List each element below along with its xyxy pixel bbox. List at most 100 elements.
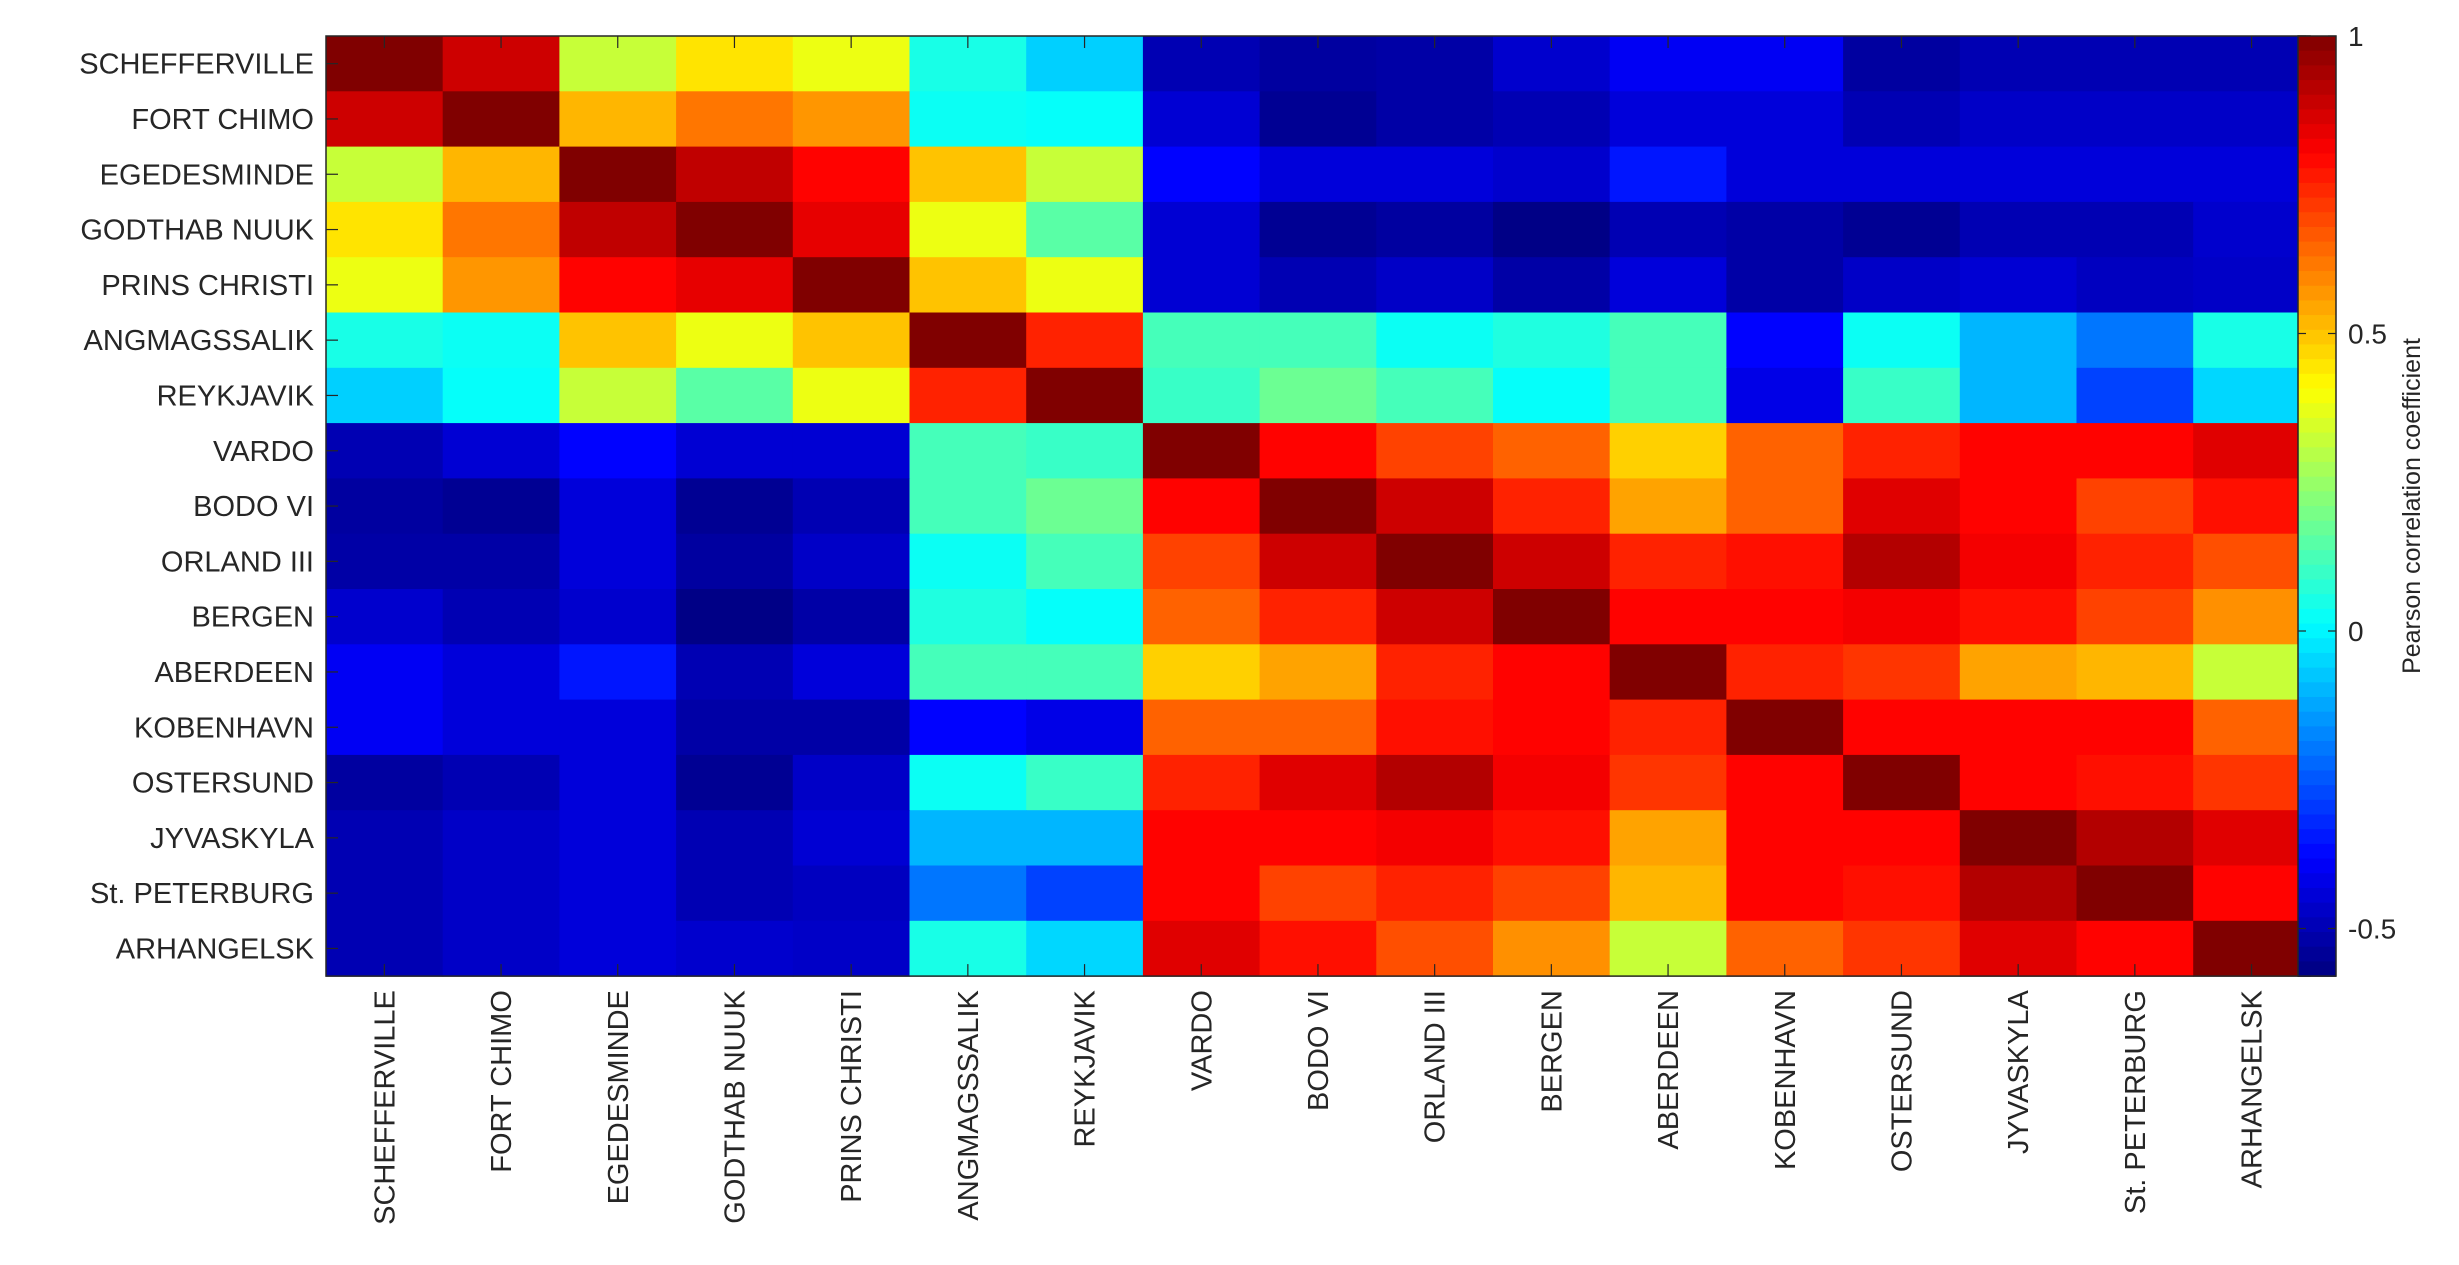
heatmap-cell — [1726, 201, 1844, 258]
colorbar-segment — [2298, 535, 2336, 551]
colorbar-segment — [2298, 315, 2336, 331]
colorbar-segment — [2298, 403, 2336, 419]
y-tick-labels: SCHEFFERVILLE FORT CHIMO EGEDESMINDE GODTHA… — [79, 49, 2310, 965]
y-tick-label: BODO VI — [193, 491, 314, 523]
heatmap-cell — [1843, 146, 1961, 203]
heatmap-cell — [2193, 367, 2311, 424]
heatmap-cell — [1026, 312, 1144, 369]
heatmap-cell — [792, 201, 911, 258]
heatmap-cell — [1959, 201, 2078, 258]
heatmap-cell — [1843, 91, 1961, 148]
heatmap-cell — [1259, 533, 1377, 590]
x-tick-label: ANGMAGSSALIK — [953, 989, 985, 1220]
heatmap-cell — [792, 312, 911, 369]
heatmap-cell — [1026, 91, 1144, 148]
heatmap-cell — [2076, 312, 2194, 369]
heatmap-cell — [1609, 91, 1727, 148]
heatmap-cell — [1142, 589, 1261, 645]
colorbar-segment — [2298, 682, 2336, 698]
y-tick-label: ANGMAGSSALIK — [84, 325, 315, 357]
x-tick-label: SCHEFFERVILLE — [369, 990, 401, 1225]
heatmap-cell — [909, 589, 1027, 645]
heatmap-cell — [559, 146, 677, 203]
heatmap-cell — [1142, 367, 1261, 424]
heatmap-cell — [1376, 865, 1494, 922]
heatmap-cell — [1609, 589, 1727, 645]
colorbar-segment — [2298, 932, 2336, 948]
colorbar-segment — [2298, 887, 2336, 904]
heatmap-cell — [1959, 589, 2078, 645]
heatmap-cell — [442, 146, 560, 203]
heatmap-cell — [1142, 257, 1261, 314]
x-tick-label: GODTHAB NUUK — [720, 989, 752, 1223]
heatmap-cell — [1843, 533, 1961, 590]
heatmap-cell — [676, 589, 794, 645]
heatmap-cell — [1843, 478, 1961, 535]
heatmap-cell — [2076, 754, 2194, 811]
heatmap-cell — [1259, 201, 1377, 258]
heatmap-cell — [1726, 644, 1844, 701]
heatmap-cell — [1259, 589, 1377, 645]
heatmap-cell — [326, 201, 444, 258]
heatmap-cell — [1026, 865, 1144, 922]
x-tick-label: EGEDESMINDE — [603, 990, 635, 1204]
heatmap-cell — [676, 367, 794, 424]
heatmap-cell — [2193, 644, 2311, 701]
colorbar-segment — [2298, 755, 2336, 772]
heatmap-cell — [792, 257, 911, 314]
heatmap-cell — [1142, 533, 1261, 590]
colorbar-segment — [2298, 80, 2336, 96]
colorbar-segment — [2298, 711, 2336, 728]
heatmap-cell — [1376, 754, 1494, 811]
heatmap-cell — [1493, 201, 1611, 258]
heatmap-cell — [676, 423, 794, 479]
colorbar-segment — [2298, 285, 2336, 302]
heatmap-cell — [792, 754, 911, 811]
colorbar-segment — [2298, 476, 2336, 493]
heatmap-cell — [1609, 257, 1727, 314]
heatmap-cell — [1493, 644, 1611, 701]
y-tick-label: REYKJAVIK — [157, 380, 315, 412]
heatmap-cell — [1493, 589, 1611, 645]
x-tick-label: VARDO — [1186, 990, 1218, 1091]
heatmap-cell — [2193, 478, 2311, 535]
heatmap-cell — [2076, 865, 2194, 922]
heatmap-cell — [1259, 91, 1377, 148]
heatmap-cell — [792, 478, 911, 535]
x-tick-label: ABERDEEN — [1653, 990, 1685, 1150]
heatmap-cell — [1259, 312, 1377, 369]
colorbar-segment — [2298, 873, 2336, 889]
y-tick-label: EGEDESMINDE — [100, 159, 314, 191]
heatmap-cell — [1376, 478, 1494, 535]
heatmap-cell — [559, 312, 677, 369]
heatmap-cell — [442, 257, 560, 314]
heatmap-cell — [559, 644, 677, 701]
colorbar-segment — [2298, 432, 2336, 449]
heatmap-cell — [676, 699, 794, 756]
heatmap-cell — [1142, 644, 1261, 701]
heatmap-cell — [1026, 644, 1144, 701]
heatmap-cell — [1726, 91, 1844, 148]
heatmap-cell — [1493, 312, 1611, 369]
heatmap-cell — [1142, 91, 1261, 148]
heatmap-cell — [559, 478, 677, 535]
heatmap-cell — [1026, 423, 1144, 479]
heatmap-cell — [2076, 201, 2194, 258]
heatmap-cell — [1843, 810, 1961, 867]
colorbar-segment — [2298, 638, 2336, 654]
y-tick-label: OSTERSUND — [132, 768, 314, 800]
colorbar-segment — [2298, 36, 2336, 52]
heatmap-cell — [442, 810, 560, 867]
heatmap-cell — [1959, 91, 2078, 148]
heatmap-cell — [1959, 257, 2078, 314]
heatmap-cell — [1843, 589, 1961, 645]
heatmap-cell — [1376, 146, 1494, 203]
heatmap-cell — [909, 644, 1027, 701]
y-tick-label: GODTHAB NUUK — [80, 215, 314, 247]
heatmap-cell — [559, 367, 677, 424]
heatmap-cell — [1376, 423, 1494, 479]
heatmap-cell — [792, 367, 911, 424]
heatmap-cell — [1142, 201, 1261, 258]
heatmap-cell — [442, 367, 560, 424]
heatmap-cell — [2193, 810, 2311, 867]
